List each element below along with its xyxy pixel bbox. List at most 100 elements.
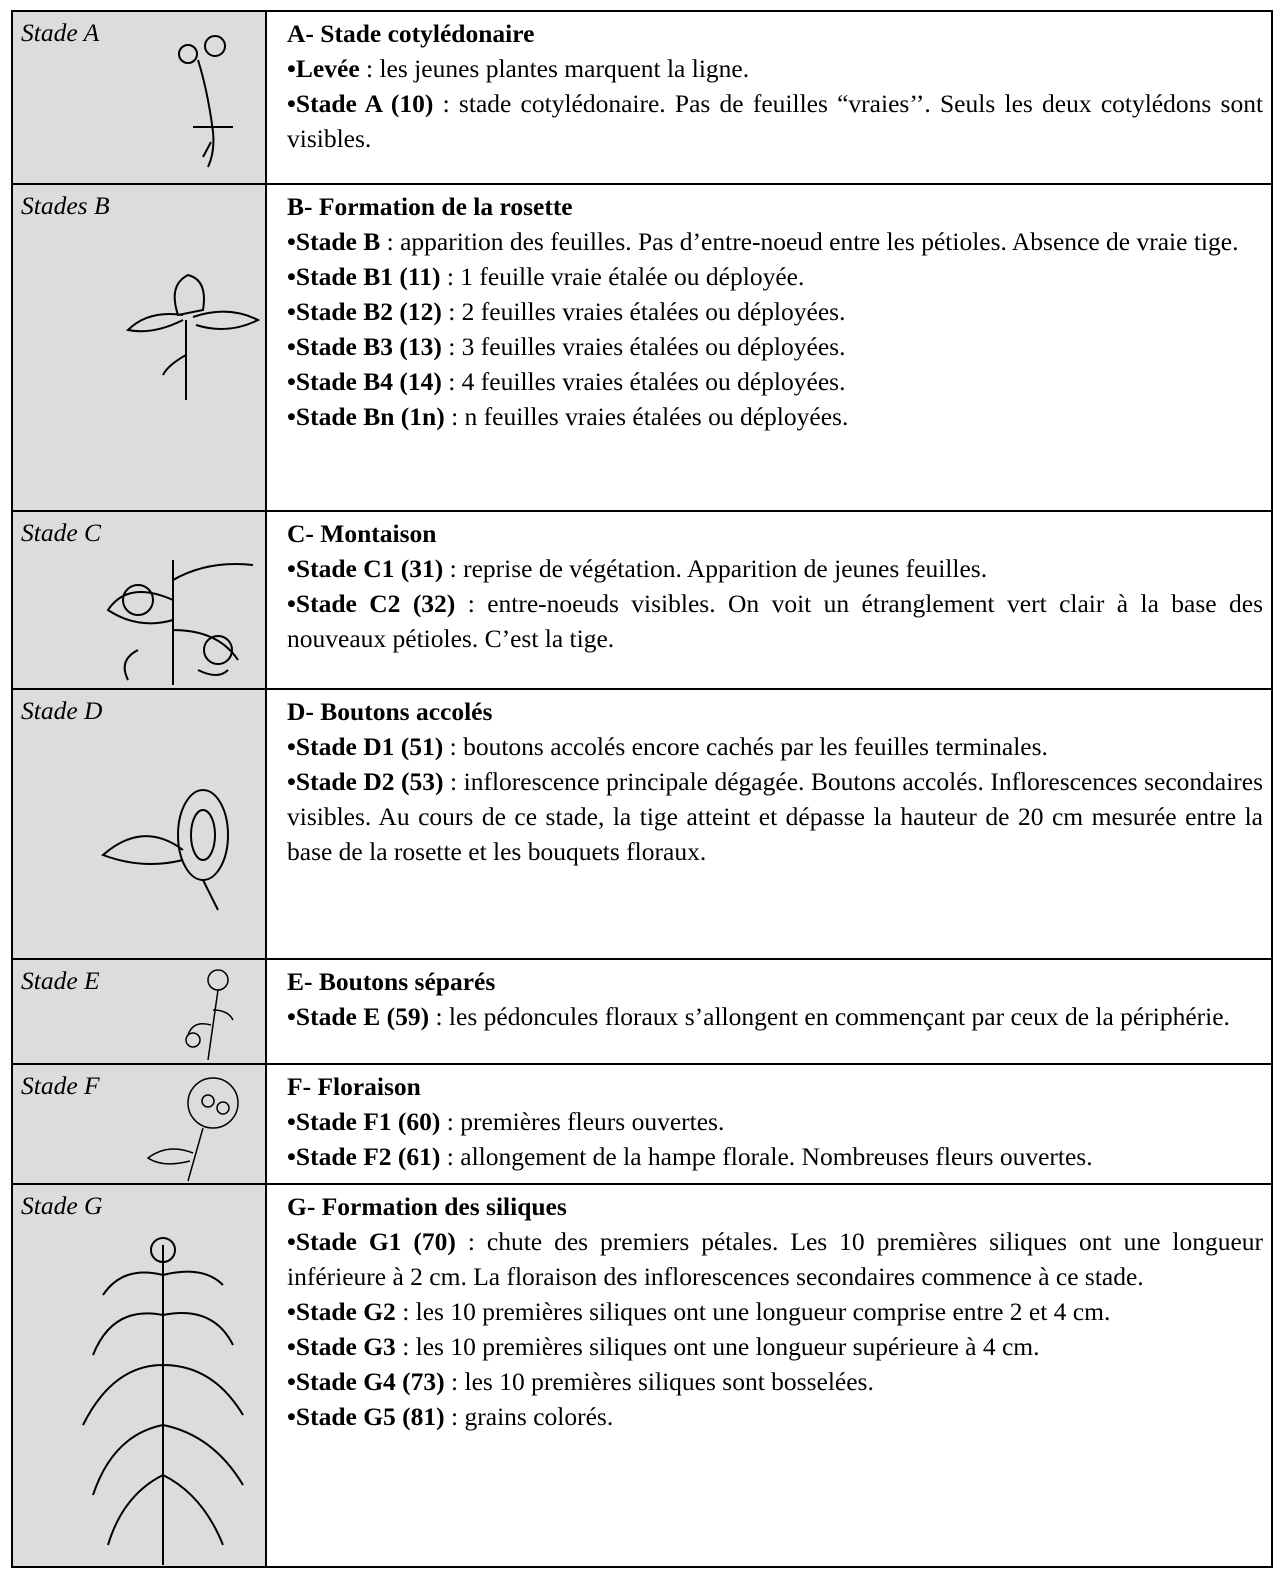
stage-item: •Stade B : apparition des feuilles. Pas … [287,224,1263,259]
item-heading: •Stade A (10) [287,89,434,118]
stage-description: E- Boutons séparés •Stade E (59) : les pé… [265,958,1273,1065]
stage-label: Stade F [21,1071,100,1100]
stage-row: Stade E E- Boutons séparés •Stade E (59) :… [11,958,1273,1065]
stage-label-cell: Stade G [11,1183,267,1568]
stages-table: Stade A A- Stade cotylédonaire •Levée : le… [11,10,1273,1568]
stage-item: •Stade A (10) : stade cotylédonaire. Pas… [287,86,1263,156]
item-text: : premières fleurs ouvertes. [446,1107,725,1136]
plant-drawing [106,560,254,685]
item-text: : n feuilles vraies étalées ou déployées… [451,402,849,431]
stage-item: •Stade G2 : les 10 premières siliques on… [287,1294,1263,1329]
stage-item: •Levée : les jeunes plantes marquent la … [287,51,1263,86]
item-heading: •Stade B1 (11) [287,262,441,291]
stage-label-cell: Stade A [11,10,267,185]
item-heading: •Stade B4 (14) [287,367,442,396]
stage-title: A- Stade cotylédonaire [287,19,535,48]
stage-row: Stade D D- Boutons accolés •Stade D1 (51) … [11,688,1273,960]
item-text: : allongement de la hampe florale. Nombr… [446,1142,1093,1171]
stage-description: F- Floraison •Stade F1 (60) : premières f… [265,1063,1273,1185]
stage-description: G- Formation des siliques •Stade G1 (70) … [265,1183,1273,1568]
stage-title: D- Boutons accolés [287,697,493,726]
item-heading: •Stade C1 (31) [287,554,444,583]
item-text: : chute des premiers pétales. Les 10 pre… [287,1227,1264,1291]
plant-drawing [146,1077,239,1182]
item-heading: •Stade G2 [287,1297,396,1326]
stage-item: •Stade B4 (14) : 4 feuilles vraies étalé… [287,364,1263,399]
stage-item: •Stade B2 (12) : 2 feuilles vraies étalé… [287,294,1263,329]
stage-title: B- Formation de la rosette [287,192,573,221]
item-text: : entre-noeuds visibles. On voit un étra… [287,589,1264,653]
item-heading: •Stade G4 (73) [287,1367,445,1396]
item-text: : les 10 premières siliques ont une long… [402,1297,1111,1326]
item-heading: •Stade D2 (53) [287,767,444,796]
stage-label-cell: Stade D [11,688,267,960]
item-text: : inflorescence principale dégagée. Bout… [287,767,1264,866]
item-heading: •Stade F1 (60) [287,1107,441,1136]
item-text: : les 10 premières siliques sont bosselé… [451,1367,874,1396]
item-heading: •Stade D1 (51) [287,732,444,761]
stage-item: •Stade F1 (60) : premières fleurs ouvert… [287,1104,1263,1139]
item-text: : les 10 premières siliques ont une long… [402,1332,1040,1361]
plant-drawing [125,273,261,400]
stage-title: E- Boutons séparés [287,967,496,996]
item-heading: •Stade E (59) [287,1002,430,1031]
item-text: : 3 feuilles vraies étalées ou déployées… [448,332,846,361]
stage-label-cell: Stade C [11,510,267,690]
stage-item: •Stade G5 (81) : grains colorés. [287,1399,1263,1434]
item-text: : 4 feuilles vraies étalées ou déployées… [448,367,846,396]
stage-row: Stade G G- Formation des siliques •Stade G… [11,1183,1273,1568]
stage-label-cell: Stades B [11,183,267,512]
item-heading: •Levée [287,54,360,83]
stage-item: •Stade F2 (61) : allongement de la hampe… [287,1139,1263,1174]
item-text: : grains colorés. [451,1402,614,1431]
plant-drawing [101,789,229,911]
item-text: : reprise de végétation. Apparition de j… [449,554,988,583]
stage-item: •Stade G3 : les 10 premières siliques on… [287,1329,1263,1364]
item-text: : 1 feuille vraie étalée ou déployée. [446,262,805,291]
stage-title: C- Montaison [287,519,437,548]
stage-description: C- Montaison •Stade C1 (31) : reprise de … [265,510,1273,690]
item-heading: •Stade Bn (1n) [287,402,445,431]
plant-drawing [82,1237,244,1565]
item-heading: •Stade G5 (81) [287,1402,445,1431]
stage-description: B- Formation de la rosette •Stade B : app… [265,183,1273,512]
stage-label: Stades B [21,191,110,220]
item-heading: •Stade F2 (61) [287,1142,441,1171]
plant-drawing [178,35,233,168]
item-text: : les pédoncules floraux s’allongent en … [435,1002,1230,1031]
stage-description: D- Boutons accolés •Stade D1 (51) : bouto… [265,688,1273,960]
item-heading: •Stade B3 (13) [287,332,442,361]
stage-label: Stade C [21,518,102,547]
item-heading: •Stade B2 (12) [287,297,442,326]
stage-label: Stade G [21,1191,103,1220]
stage-item: •Stade D2 (53) : inflorescence principal… [287,764,1263,869]
stage-item: •Stade D1 (51) : boutons accolés encore … [287,729,1263,764]
stage-label-cell: Stade E [11,958,267,1065]
stage-title: F- Floraison [287,1072,421,1101]
stage-item: •Stade C2 (32) : entre-noeuds visibles. … [287,586,1263,656]
item-heading: •Stade C2 (32) [287,589,456,618]
stage-item: •Stade G4 (73) : les 10 premières siliqu… [287,1364,1263,1399]
stage-label: Stade E [21,966,100,995]
stage-row: Stade F F- Floraison •Stade F1 (60) : prem… [11,1063,1273,1185]
item-heading: •Stade B [287,227,381,256]
stage-item: •Stade G1 (70) : chute des premiers péta… [287,1224,1263,1294]
item-heading: •Stade G1 (70) [287,1227,456,1256]
stage-row: Stades B B- Formation de la rosette •Stade… [11,183,1273,512]
item-text: : boutons accolés encore cachés par les … [449,732,1048,761]
stage-description: A- Stade cotylédonaire •Levée : les jeune… [265,10,1273,185]
stage-item: •Stade Bn (1n) : n feuilles vraies étalé… [287,399,1263,434]
stage-label: Stade D [21,696,103,725]
item-heading: •Stade G3 [287,1332,396,1361]
stage-label-cell: Stade F [11,1063,267,1185]
stage-row: Stade A A- Stade cotylédonaire •Levée : le… [11,10,1273,185]
stage-item: •Stade C1 (31) : reprise de végétation. … [287,551,1263,586]
stage-label: Stade A [21,18,100,47]
stage-item: •Stade B3 (13) : 3 feuilles vraies étalé… [287,329,1263,364]
item-text: : stade cotylédonaire. Pas de feuilles “… [287,89,1264,153]
item-text: : 2 feuilles vraies étalées ou déployées… [448,297,846,326]
plant-drawing [185,969,234,1061]
stage-item: •Stade B1 (11) : 1 feuille vraie étalée … [287,259,1263,294]
stage-title: G- Formation des siliques [287,1192,567,1221]
